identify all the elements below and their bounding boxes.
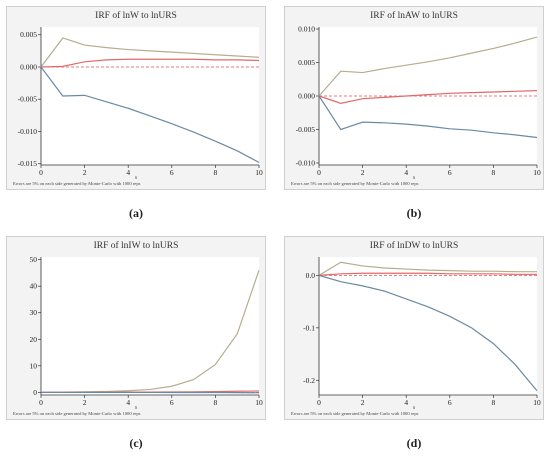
panel-b: IRF of lnAW to lnURS 0.010 0.005 0.000 -0.0… (284, 6, 544, 190)
y-tick-label: -0.005 (296, 125, 316, 134)
chart-title: IRF of lnIW to lnURS (93, 241, 179, 251)
series-line-irf (40, 58, 260, 68)
y-tick-label: 0.005 (20, 30, 37, 39)
y-tick-label: -0.1 (303, 323, 315, 332)
x-tick-label: 0 (39, 398, 43, 407)
y-tick-label: 0.0 (306, 271, 316, 280)
chart-title: IRF of lnW to lnURS (95, 11, 177, 21)
y-tick-label: 0 (33, 388, 37, 397)
x-tick-label: 8 (492, 398, 496, 407)
chart-title: IRF of lnAW to lnURS (370, 11, 458, 21)
y-tick-label: 0.000 (20, 62, 37, 71)
y-tick-label: -0.010 (296, 158, 316, 167)
y-tick-label: -0.010 (18, 127, 38, 136)
x-tick-label: 10 (533, 168, 541, 177)
chart-c: 50 40 30 20 10 00 2 4 6 8 10 (30, 255, 264, 407)
x-axis-label: s (134, 405, 138, 411)
y-tick-label: -0.005 (18, 95, 38, 104)
x-tick-label: 4 (404, 168, 408, 177)
chart-title: IRF of lnDW to lnURS (369, 241, 459, 251)
x-tick-label: 8 (214, 398, 218, 407)
series-line-upper (318, 261, 537, 276)
note: Errors are 5% on each side generated by … (13, 411, 141, 416)
chart-d: 0.0 -0.1 -0.2 0 2 4 6 8 10 (303, 257, 541, 407)
note: Errors are 5% on each side generated by … (291, 411, 419, 416)
y-tick-label: 40 (30, 282, 38, 291)
x-tick-label: 2 (361, 398, 365, 407)
series-line-upper (40, 37, 260, 68)
y-tick-label: 10 (30, 361, 38, 370)
plot-area (319, 257, 537, 395)
x-tick-label: 10 (255, 168, 263, 177)
plot-area (41, 257, 259, 395)
x-tick-label: 0 (39, 168, 43, 177)
x-tick-label: 0 (317, 398, 321, 407)
panel-d: IRF of lnDW to lnURS 0.0 -0.1 -0.2 0 2 4 6 8 10 … (284, 236, 544, 420)
y-tick-label: 0.005 (298, 58, 315, 67)
x-axis-label: s (412, 405, 416, 411)
y-tick-label: -0.015 (18, 159, 38, 168)
caption-c: (c) (129, 436, 143, 450)
x-tick-label: 6 (170, 168, 174, 177)
y-tick-label: 0.010 (298, 25, 315, 34)
x-axis-label: s (412, 175, 416, 181)
x-tick-label: 0 (317, 168, 321, 177)
series-line-irf (318, 272, 537, 276)
x-tick-label: 2 (83, 398, 87, 407)
series-line-lower (40, 66, 260, 163)
x-tick-label: 2 (361, 168, 365, 177)
x-tick-label: 8 (492, 168, 496, 177)
panel-c: IRF of lnIW to lnURS 50 40 30 20 10 0 0 2 4 6 8 10 … (6, 236, 266, 420)
x-tick-label: 10 (255, 398, 263, 407)
x-tick-label: 6 (170, 398, 174, 407)
series-line-lower (318, 95, 538, 139)
caption-a: (a) (129, 206, 143, 220)
y-tick-label: 0.000 (298, 92, 315, 101)
x-tick-label: 10 (533, 398, 541, 407)
note: Errors are 5% on each side generated by … (13, 181, 141, 186)
x-tick-label: 2 (83, 168, 87, 177)
note: Errors are 5% on each side generated by … (291, 181, 419, 186)
y-tick-label: 30 (30, 308, 38, 317)
x-tick-label: 6 (448, 398, 452, 407)
x-tick-label: 6 (448, 168, 452, 177)
caption-d: (d) (406, 436, 422, 450)
x-tick-label: 8 (214, 168, 218, 177)
caption-b: (b) (406, 206, 422, 220)
x-axis-label: s (134, 175, 138, 181)
y-tick-label: 20 (30, 335, 38, 344)
y-tick-label: 50 (30, 255, 38, 264)
series-line-upper (318, 36, 538, 97)
x-tick-label: 4 (126, 398, 130, 407)
panel-a: IRF of lnW to lnURS 0.005 0.000 -0.005 -0.0… (6, 6, 266, 190)
y-tick-label: -0.2 (303, 376, 315, 385)
x-tick-label: 4 (126, 168, 130, 177)
x-tick-label: 4 (404, 398, 408, 407)
series-line-lower (318, 274, 538, 392)
series-line-irf (318, 90, 538, 104)
